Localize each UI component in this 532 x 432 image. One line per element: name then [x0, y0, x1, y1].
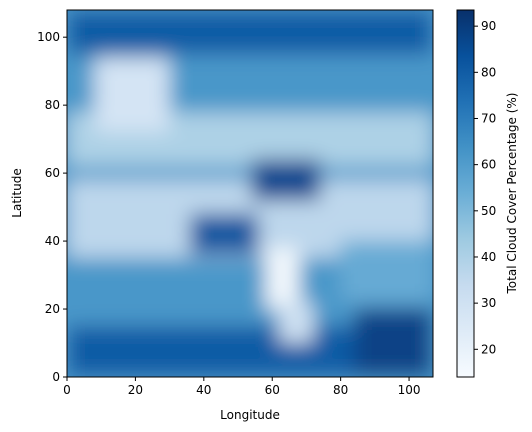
colorbar-tick-label: 60	[481, 158, 496, 172]
colorbar-ticks: 20 30 40 50 60 70 80 90	[474, 19, 496, 356]
heatmap-cells	[67, 10, 433, 377]
x-tick-label: 100	[398, 383, 421, 397]
x-tick-label: 40	[196, 383, 211, 397]
colorbar-tick-label: 80	[481, 65, 496, 79]
heatmap-region	[354, 309, 433, 377]
x-tick-label: 20	[128, 383, 143, 397]
y-tick-label: 40	[45, 234, 60, 248]
colorbar	[456, 9, 475, 378]
colorbar-tick-label: 40	[481, 250, 496, 264]
y-axis-ticks: 0 20 40 60 80 100	[37, 30, 67, 384]
heatmap-region	[279, 302, 314, 344]
colorbar-tick-label: 90	[481, 19, 496, 33]
colorbar-tick-label: 70	[481, 111, 496, 125]
y-axis-label: Latitude	[10, 168, 24, 217]
y-tick-label: 80	[45, 98, 60, 112]
x-tick-label: 60	[265, 383, 280, 397]
colorbar-tick-label: 30	[481, 296, 496, 310]
heatmap-region	[251, 159, 321, 201]
x-tick-label: 80	[333, 383, 348, 397]
heatmap-region	[67, 10, 433, 55]
heatmap-region	[340, 241, 433, 303]
heatmap-region	[94, 57, 170, 133]
y-tick-label: 20	[45, 302, 60, 316]
y-tick-label: 0	[52, 370, 60, 384]
heatmap-region	[265, 247, 300, 310]
colorbar-tick-label: 50	[481, 204, 496, 218]
heatmap-region	[190, 213, 259, 255]
x-tick-label: 0	[63, 383, 71, 397]
x-axis-ticks: 0 20 40 60 80 100	[63, 377, 421, 397]
colorbar-label: Total Cloud Cover Percentage (%)	[505, 93, 519, 295]
y-tick-label: 60	[45, 166, 60, 180]
colorbar-tick-label: 20	[481, 342, 496, 356]
plot-frame	[66, 9, 434, 378]
x-axis-label: Longitude	[220, 408, 280, 422]
y-tick-label: 100	[37, 30, 60, 44]
